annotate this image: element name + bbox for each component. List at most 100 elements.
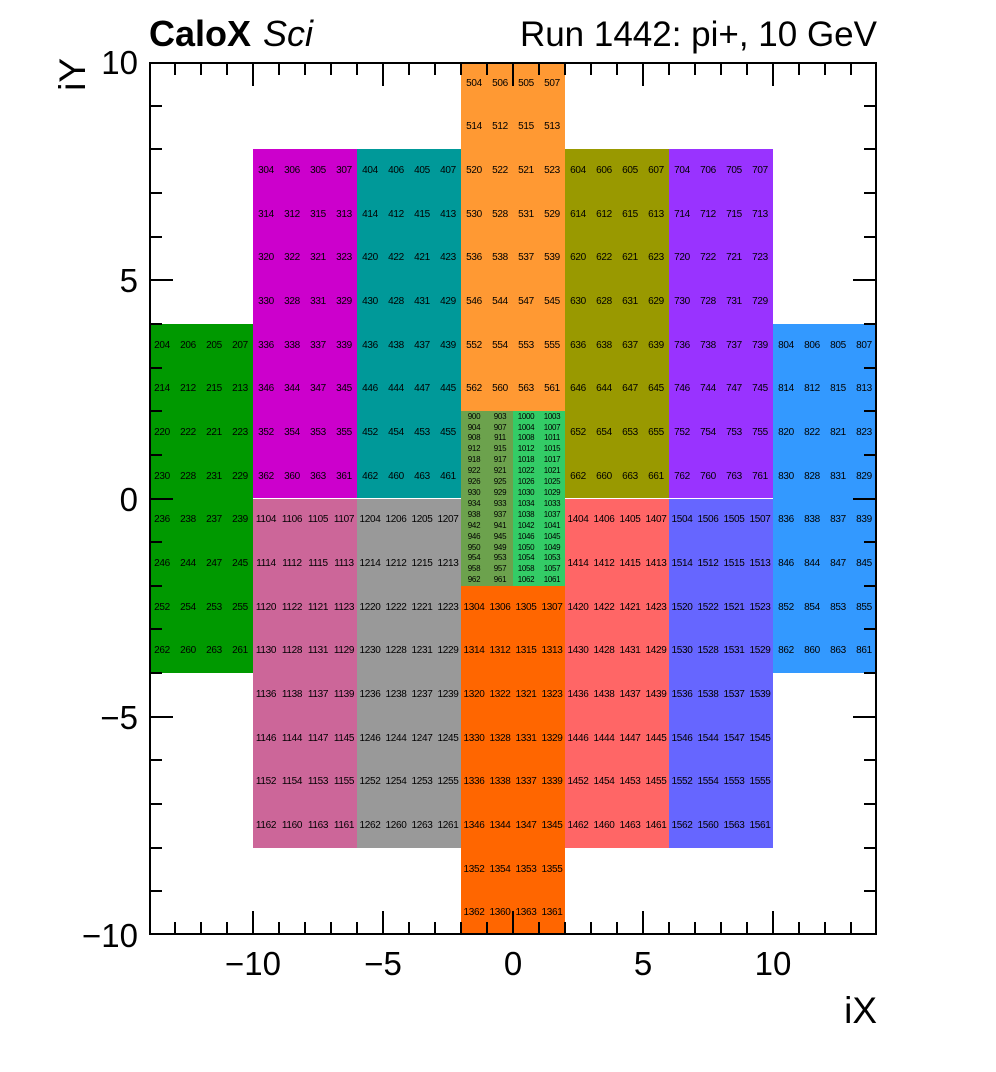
cell-447: 447 [414, 383, 430, 395]
cell-1246: 1246 [359, 732, 381, 744]
cell-837: 837 [830, 514, 846, 526]
cell-645: 645 [648, 383, 664, 395]
cell-715: 715 [726, 208, 742, 220]
cell-421: 421 [414, 252, 430, 264]
cell-1415: 1415 [619, 557, 641, 569]
cell-529: 529 [544, 208, 560, 220]
cell-1105: 1105 [307, 514, 329, 526]
tick-mark [200, 62, 202, 75]
cell-546: 546 [466, 296, 482, 308]
cell-854: 854 [804, 601, 820, 613]
tick-mark [746, 62, 748, 75]
cell-636: 636 [570, 339, 586, 351]
cell-1155: 1155 [333, 776, 355, 788]
tick-mark [564, 62, 566, 75]
cell-621: 621 [622, 252, 638, 264]
cell-1042: 1042 [517, 520, 535, 530]
cell-1163: 1163 [307, 819, 329, 831]
cell-1245: 1245 [437, 732, 459, 744]
tick-mark [330, 922, 332, 935]
cell-438: 438 [388, 339, 404, 351]
cell-958: 958 [467, 564, 481, 574]
tick-mark [356, 62, 358, 75]
tick-mark [434, 62, 436, 75]
cell-830: 830 [778, 470, 794, 482]
tick-mark [772, 911, 774, 935]
cell-1461: 1461 [645, 819, 667, 831]
cell-653: 653 [622, 427, 638, 438]
cell-1206: 1206 [385, 514, 407, 526]
cell-1231: 1231 [411, 645, 433, 657]
cell-763: 763 [726, 470, 742, 482]
module-1300: 1304 1306 1305 1307 1314 1312 1315 1313 1320 1322… [461, 585, 565, 935]
cell-339: 339 [336, 339, 352, 351]
cell-1331: 1331 [515, 732, 537, 744]
module-500: 504 506 505 507 514 512 515 513 520 522 521 523 530 5… [461, 62, 565, 412]
cell-1030: 1030 [517, 488, 535, 498]
cell-807: 807 [856, 339, 872, 351]
cell-515: 515 [518, 121, 534, 133]
tick-mark [864, 322, 877, 325]
experiment-name: CaloX [149, 13, 252, 54]
cell-1422: 1422 [593, 601, 615, 613]
cell-1412: 1412 [593, 557, 615, 569]
cell-1536: 1536 [671, 688, 693, 700]
cell-553: 553 [518, 339, 534, 351]
cell-1336: 1336 [463, 776, 485, 788]
tick-mark [149, 541, 162, 544]
cell-1305: 1305 [515, 601, 537, 613]
tick-mark [642, 911, 644, 935]
cell-1038: 1038 [517, 509, 535, 519]
cell-1025: 1025 [543, 477, 561, 487]
cell-1011: 1011 [543, 433, 560, 443]
cell-961: 961 [493, 575, 507, 585]
cell-1555: 1555 [749, 776, 771, 788]
cell-431: 431 [414, 296, 430, 308]
cell-252: 252 [154, 601, 170, 613]
tick-mark [864, 148, 877, 151]
cell-1154: 1154 [281, 776, 303, 788]
cell-352: 352 [258, 427, 274, 438]
cell-607: 607 [648, 165, 664, 177]
cell-929: 929 [493, 488, 507, 498]
tick-mark [149, 410, 162, 413]
cell-954: 954 [467, 553, 481, 563]
cell-1153: 1153 [307, 776, 329, 788]
tick-mark [149, 672, 162, 675]
cell-355: 355 [336, 427, 352, 438]
tick-mark [616, 62, 618, 75]
cell-461: 461 [440, 470, 456, 482]
cell-654: 654 [596, 427, 612, 438]
cell-942: 942 [467, 520, 481, 530]
cell-1033: 1033 [543, 498, 561, 508]
cell-912: 912 [467, 444, 481, 454]
cell-1236: 1236 [359, 688, 381, 700]
cell-1112: 1112 [282, 557, 302, 569]
cell-1050: 1050 [517, 542, 535, 552]
cell-561: 561 [544, 383, 560, 395]
x-axis-title: iX [844, 990, 877, 1031]
cell-638: 638 [596, 339, 612, 351]
module-400: 404 406 405 407 414 412 415 413 420 422 421 423 430 4… [357, 149, 461, 499]
cell-738: 738 [700, 339, 716, 351]
cell-804: 804 [778, 339, 794, 351]
cell-452: 452 [362, 427, 378, 438]
cell-505: 505 [518, 77, 534, 89]
cell-652: 652 [570, 427, 586, 438]
tick-mark [149, 715, 173, 718]
cell-337: 337 [310, 339, 326, 351]
tick-mark [200, 922, 202, 935]
cell-423: 423 [440, 252, 456, 264]
cell-962: 962 [467, 575, 481, 585]
cell-446: 446 [362, 383, 378, 395]
tick-mark [486, 922, 488, 935]
cell-413: 413 [440, 208, 456, 220]
cell-222: 222 [180, 427, 196, 438]
cell-204: 204 [154, 339, 170, 351]
cell-1447: 1447 [619, 732, 641, 744]
cell-1123: 1123 [333, 601, 355, 613]
cell-245: 245 [232, 557, 248, 569]
cell-1017: 1017 [543, 455, 561, 465]
y-tick-label-5: 5 [119, 262, 138, 300]
cell-1147: 1147 [307, 732, 329, 744]
